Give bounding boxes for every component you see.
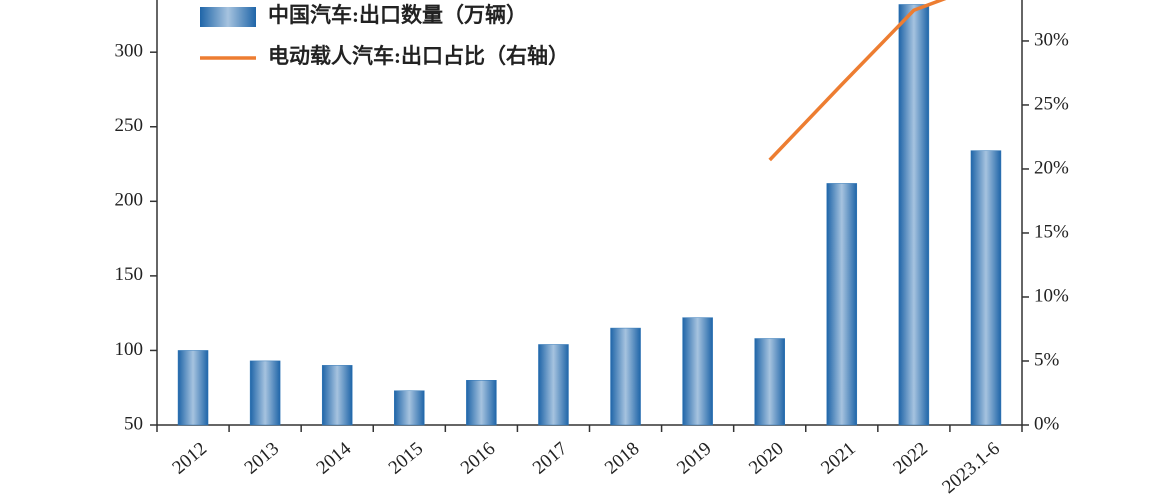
x-tick-label: 2016 [457, 438, 500, 479]
bar [249, 360, 281, 426]
y2-tick-label: 5% [1034, 349, 1060, 370]
y-tick-label: 150 [115, 264, 144, 285]
bar [538, 344, 569, 426]
x-tick-label: 2014 [313, 438, 356, 479]
bar [970, 150, 1002, 426]
bar [754, 338, 785, 426]
legend-swatch [200, 7, 256, 27]
bar [321, 365, 353, 426]
x-tick-label: 2015 [385, 438, 428, 479]
y-tick-label: 300 [115, 41, 144, 62]
x-tick-label: 2018 [601, 438, 644, 479]
x-tick-label: 2022 [889, 438, 932, 479]
x-tick-label: 2020 [745, 438, 788, 479]
legend-label: 电动载人汽车:出口占比（右轴） [268, 44, 569, 68]
y2-tick-label: 15% [1034, 221, 1069, 242]
y2-tick-label: 30% [1034, 29, 1069, 50]
x-tick-label: 2012 [168, 438, 211, 479]
plot-area [177, 0, 1002, 426]
x-tick-label: 2017 [529, 438, 572, 479]
bar [177, 350, 209, 426]
y2-tick-label: 20% [1034, 157, 1069, 178]
y-tick-label: 250 [115, 115, 144, 136]
bar [826, 183, 858, 426]
y-tick-label: 100 [115, 339, 144, 360]
bar [898, 4, 930, 426]
x-tick-label: 2021 [817, 438, 860, 479]
y2-tick-label: 25% [1034, 93, 1069, 114]
x-tick-label: 2023.1-6 [938, 438, 1004, 498]
legend-label: 中国汽车:出口数量（万辆） [268, 3, 527, 27]
x-tick-label: 2013 [241, 438, 284, 479]
y-tick-label: 200 [115, 190, 144, 211]
y-tick-label: 50 [124, 413, 143, 434]
y2-tick-label: 10% [1034, 285, 1069, 306]
bar [466, 380, 497, 426]
x-tick-label: 2019 [673, 438, 716, 479]
bar [394, 390, 425, 426]
line [768, 0, 947, 162]
bar [610, 327, 641, 426]
y2-tick-label: 0% [1034, 413, 1060, 434]
bar [682, 317, 713, 426]
